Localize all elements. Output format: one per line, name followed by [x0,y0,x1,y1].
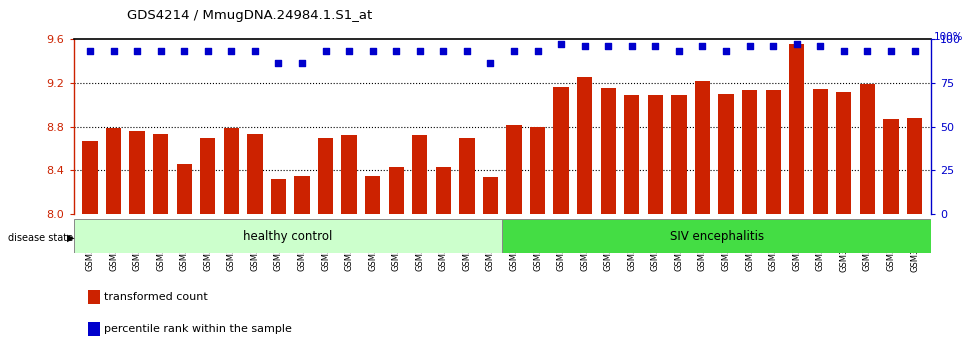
Bar [859,84,875,214]
Bar [530,126,545,214]
Point [318,48,333,54]
Point [836,48,852,54]
Bar [812,89,828,214]
Bar [601,88,615,214]
Point [200,48,216,54]
Bar [176,164,192,214]
Bar [624,95,640,214]
Point [459,48,474,54]
Point [671,48,687,54]
Bar [742,90,758,214]
Point [507,48,522,54]
Point [718,48,734,54]
Bar [318,137,333,214]
Bar [129,131,145,214]
Text: ▶: ▶ [67,233,74,243]
Bar [460,137,474,214]
Bar [247,134,263,214]
Point [883,48,899,54]
Bar [341,135,357,214]
Point [247,48,263,54]
Bar [577,77,592,214]
Bar [502,219,931,253]
Point [601,43,616,49]
Point [270,61,286,66]
Point [789,41,805,47]
Text: percentile rank within the sample: percentile rank within the sample [104,324,292,334]
Bar [82,141,98,214]
Bar [153,134,169,214]
Point [176,48,192,54]
Point [153,48,169,54]
Point [695,43,710,49]
Bar [883,119,899,214]
Bar [554,87,568,214]
Point [482,61,498,66]
Point [859,48,875,54]
Text: SIV encephalitis: SIV encephalitis [669,230,763,243]
Bar [74,219,502,253]
Point [106,48,122,54]
Point [82,48,98,54]
Point [648,43,663,49]
Bar [507,125,521,214]
Bar [223,128,239,214]
Bar [906,118,922,214]
Point [906,48,922,54]
Point [812,43,828,49]
Text: 100%: 100% [934,32,963,42]
Bar [365,176,380,214]
Text: disease state: disease state [8,233,73,243]
Text: GDS4214 / MmugDNA.24984.1.S1_at: GDS4214 / MmugDNA.24984.1.S1_at [127,9,372,22]
Bar [294,176,310,214]
Point [223,48,239,54]
Point [388,48,404,54]
Text: transformed count: transformed count [104,292,208,302]
Point [435,48,451,54]
Bar [789,44,805,214]
Point [577,43,593,49]
Point [294,61,310,66]
Bar [270,179,286,214]
Point [129,48,145,54]
Bar [436,167,451,214]
Point [765,43,781,49]
Point [742,43,758,49]
Bar [836,92,852,214]
Bar [695,81,710,214]
Point [365,48,380,54]
Bar [671,95,687,214]
Point [554,41,569,47]
Point [530,48,546,54]
Point [624,43,640,49]
Point [412,48,427,54]
Bar [200,137,216,214]
Bar [718,94,734,214]
Bar [106,128,122,214]
Bar [483,177,498,214]
Bar [765,90,781,214]
Point [341,48,357,54]
Bar [413,135,427,214]
Bar [648,95,663,214]
Text: healthy control: healthy control [243,230,332,243]
Bar [389,167,404,214]
